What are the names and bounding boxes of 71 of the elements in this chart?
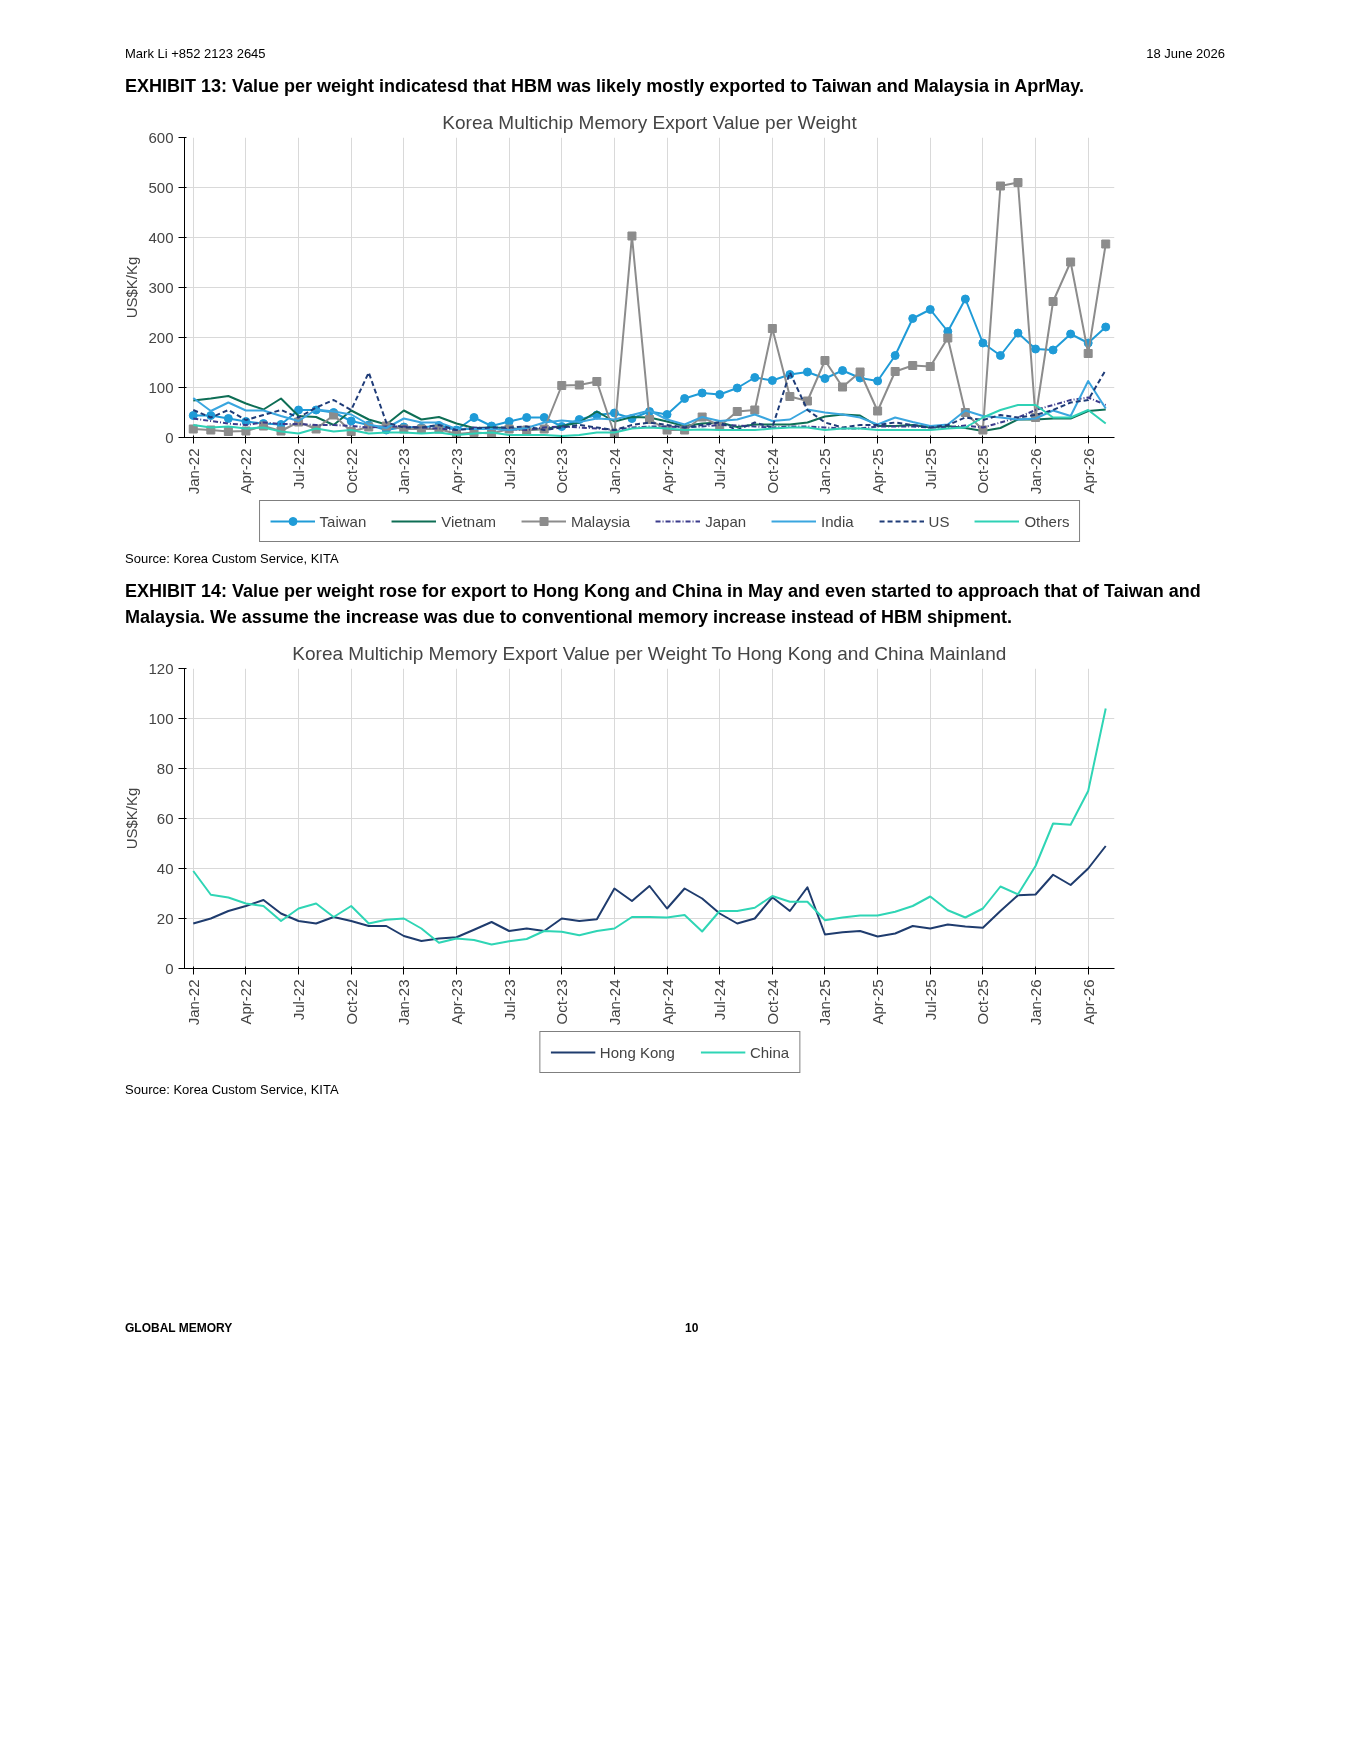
- legend-label: Malaysia: [571, 512, 631, 530]
- x-tick-label: Apr-24: [658, 979, 676, 1025]
- x-tick-label: Jul-23: [500, 448, 518, 490]
- x-tick-label: Oct-23: [553, 979, 571, 1025]
- legend-label: China: [749, 1043, 790, 1061]
- legend-label: Japan: [705, 512, 747, 530]
- x-tick-label: Jul-22: [290, 448, 308, 490]
- y-tick-label: 400: [148, 228, 174, 246]
- x-tick-label: Apr-25: [869, 448, 887, 494]
- x-tick-label: Jul-22: [290, 979, 308, 1021]
- legend-label: Others: [1024, 512, 1070, 530]
- y-tick-label: 40: [156, 859, 174, 877]
- text: 10: [685, 1319, 700, 1337]
- x-tick-label: Jan-24: [605, 448, 623, 495]
- x-tick-label: Apr-23: [447, 448, 465, 494]
- x-tick-label: Apr-24: [658, 448, 676, 494]
- text: 18 June 2026: [1145, 45, 1225, 63]
- y-axis-title: US$K/Kg: [123, 256, 141, 319]
- x-tick-label: Jan-22: [184, 448, 202, 495]
- x-tick-label: Oct-25: [974, 979, 992, 1025]
- source-note: Source: Korea Custom Service, KITA: [125, 1081, 340, 1100]
- source-note: Source: Korea Custom Service, KITA: [125, 550, 340, 569]
- legend-label: Hong Kong: [599, 1043, 675, 1061]
- x-tick-label: Jul-23: [500, 979, 518, 1021]
- y-tick-label: 100: [148, 709, 174, 727]
- x-tick-label: Jul-25: [921, 979, 939, 1021]
- x-tick-label: Oct-24: [763, 448, 781, 494]
- x-tick-label: Apr-26: [1079, 448, 1097, 494]
- legend-label: Taiwan: [319, 512, 367, 530]
- legend-label: India: [821, 512, 854, 530]
- text: GLOBAL MEMORY: [125, 1319, 234, 1337]
- y-tick-label: 60: [156, 809, 174, 827]
- x-tick-label: Oct-22: [342, 448, 360, 494]
- y-tick-label: 0: [165, 959, 174, 977]
- chart-subtitle: EXHIBIT 13: Value per weight indicatesd that HBM was likely mostly exported to Taiwan and Malaysia in AprMay.: [125, 74, 1085, 98]
- x-tick-label: Apr-23: [447, 979, 465, 1025]
- x-tick-label: Jan-23: [395, 979, 413, 1026]
- x-tick-label: Jan-26: [1027, 448, 1045, 495]
- text: Mark Li +852 2123 2645: [125, 46, 266, 61]
- x-tick-label: Apr-26: [1079, 979, 1097, 1025]
- x-tick-label: Jan-24: [605, 979, 623, 1026]
- y-axis-title: US$K/Kg: [123, 787, 141, 850]
- x-tick-label: Jul-25: [921, 448, 939, 490]
- y-tick-label: 20: [156, 909, 174, 927]
- y-tick-label: 0: [165, 428, 174, 446]
- y-tick-label: 120: [148, 659, 174, 677]
- x-tick-label: Oct-24: [763, 979, 781, 1025]
- y-tick-label: 200: [148, 328, 174, 346]
- x-tick-label: Jan-25: [816, 448, 834, 495]
- legend-label: US: [928, 512, 950, 530]
- x-tick-label: Apr-25: [869, 979, 887, 1025]
- x-tick-label: Oct-25: [974, 448, 992, 494]
- chart-title: Korea Multichip Memory Export Value per Weight: [442, 111, 858, 133]
- x-tick-label: Oct-23: [553, 448, 571, 494]
- chart-subtitle: EXHIBIT 14: Value per weight rose for export to Hong Kong and China in May and even started to approach that of Taiwan and Malaysia. We assume the increase was due to conventional memory increase instead of HBM shipment.: [125, 579, 1202, 629]
- x-tick-label: Apr-22: [237, 448, 255, 494]
- x-tick-label: Jan-26: [1027, 979, 1045, 1026]
- x-tick-label: Oct-22: [342, 979, 360, 1025]
- y-tick-label: 600: [148, 128, 174, 146]
- y-tick-label: 80: [156, 759, 174, 777]
- x-tick-label: Apr-22: [237, 979, 255, 1025]
- x-tick-label: Jan-22: [184, 979, 202, 1026]
- x-tick-label: Jul-24: [711, 979, 729, 1021]
- x-tick-label: Jul-24: [711, 448, 729, 490]
- chart-title: Korea Multichip Memory Export Value per Weight To Hong Kong and China Mainland: [292, 642, 1007, 664]
- legend-label: Vietnam: [441, 512, 497, 530]
- y-tick-label: 500: [148, 178, 174, 196]
- x-tick-label: Jan-23: [395, 448, 413, 495]
- y-tick-label: 300: [148, 278, 174, 296]
- y-tick-label: 100: [148, 378, 174, 396]
- x-tick-label: Jan-25: [816, 979, 834, 1026]
